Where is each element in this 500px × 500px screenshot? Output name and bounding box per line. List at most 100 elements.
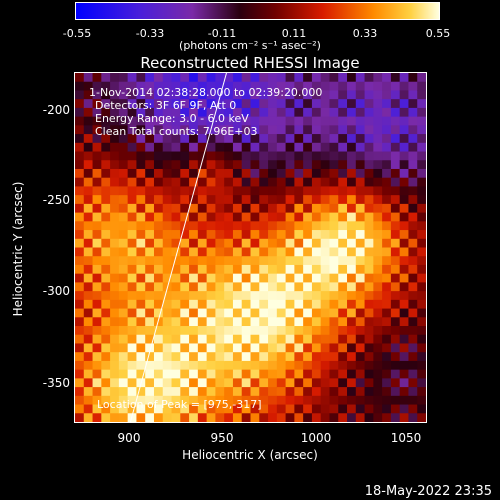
heatmap-cell — [250, 247, 260, 257]
heatmap-cell — [75, 107, 85, 118]
heatmap-cell — [241, 273, 252, 283]
heatmap-cell — [197, 99, 208, 109]
heatmap-cell — [347, 256, 357, 266]
heatmap-cell — [153, 326, 164, 336]
heatmap-cell — [285, 378, 295, 388]
heatmap-cell — [92, 378, 102, 388]
heatmap-cell — [417, 273, 426, 283]
heatmap-cell — [399, 369, 410, 379]
heatmap-cell — [145, 308, 155, 318]
heatmap-cell — [399, 168, 410, 179]
heatmap-cell — [101, 264, 111, 275]
heatmap-cell — [329, 212, 339, 222]
heatmap-cell — [206, 308, 217, 318]
heatmap-cell — [373, 142, 383, 153]
heatmap-cell — [408, 99, 418, 109]
heatmap-cell — [118, 212, 129, 222]
heatmap-cell — [75, 212, 85, 222]
heatmap-cell — [241, 247, 252, 257]
heatmap-cell — [355, 317, 366, 327]
heatmap-cell — [75, 99, 85, 109]
heatmap-cell — [382, 125, 392, 135]
heatmap-cell — [259, 317, 269, 327]
heatmap-cell — [320, 291, 331, 301]
heatmap-cell — [189, 81, 199, 92]
heatmap-cell — [417, 238, 426, 249]
heatmap-cell — [83, 230, 94, 240]
heatmap-cell — [136, 203, 146, 214]
heatmap-cell — [180, 168, 190, 179]
heatmap-cell — [268, 413, 278, 422]
heatmap-cell — [417, 168, 426, 179]
heatmap-cell — [364, 90, 374, 100]
heatmap-cell — [382, 404, 392, 414]
heatmap-cell — [364, 352, 374, 362]
heatmap-cell — [145, 238, 155, 249]
heatmap-cell — [101, 212, 111, 222]
heatmap-cell — [408, 291, 418, 301]
heatmap-cell — [303, 142, 313, 153]
heatmap-cell — [338, 116, 348, 126]
heatmap-cell — [294, 212, 304, 222]
heatmap-cell — [162, 134, 173, 144]
heatmap-cell — [276, 256, 287, 266]
heatmap-cell — [127, 151, 138, 161]
x-axis-label: Heliocentric X (arcsec) — [182, 448, 318, 462]
heatmap-cell — [338, 378, 348, 388]
heatmap-cell — [276, 247, 287, 257]
heatmap-cell — [399, 90, 410, 100]
heatmap-cell — [206, 413, 217, 422]
heatmap-cell — [355, 195, 366, 205]
heatmap-cell — [294, 395, 304, 406]
heatmap-cell — [390, 81, 401, 92]
heatmap-cell — [180, 221, 190, 231]
heatmap-cell — [171, 168, 181, 179]
heatmap-cell — [206, 282, 217, 292]
heatmap-cell — [259, 413, 269, 422]
heatmap-cell — [320, 317, 331, 327]
heatmap-cell — [399, 212, 410, 222]
heatmap-cell — [110, 256, 120, 266]
heatmap-cell — [180, 378, 190, 388]
heatmap-cell — [311, 404, 322, 414]
heatmap-cell — [136, 195, 146, 205]
heatmap-cell — [329, 142, 339, 153]
y-tick-label: -350 — [42, 376, 70, 390]
heatmap-cell — [206, 90, 217, 100]
heatmap-cell — [276, 142, 287, 153]
heatmap-cell — [250, 195, 260, 205]
heatmap-cell — [320, 247, 331, 257]
heatmap-cell — [347, 326, 357, 336]
heatmap-cell — [338, 404, 348, 414]
heatmap-cell — [136, 334, 146, 345]
heatmap-cell — [153, 352, 164, 362]
heatmap-cell — [408, 326, 418, 336]
heatmap-cell — [329, 387, 339, 397]
heatmap-cell — [241, 142, 252, 153]
heatmap-cell — [311, 142, 322, 153]
heatmap-cell — [83, 177, 94, 188]
heatmap-cell — [329, 107, 339, 118]
heatmap-cell — [75, 256, 85, 266]
heatmap-cell — [127, 125, 138, 135]
heatmap-cell — [390, 352, 401, 362]
heatmap-cell — [145, 291, 155, 301]
heatmap-cell — [355, 282, 366, 292]
heatmap-cell — [101, 142, 111, 153]
heatmap-cell — [364, 256, 374, 266]
heatmap-cell — [75, 168, 85, 179]
heatmap-cell — [232, 291, 243, 301]
heatmap-cell — [206, 134, 217, 144]
heatmap-cell — [197, 212, 208, 222]
heatmap-cell — [417, 203, 426, 214]
heatmap-cell — [145, 273, 155, 283]
heatmap-cell — [259, 90, 269, 100]
heatmap-cell — [92, 264, 102, 275]
heatmap-cell — [382, 291, 392, 301]
heatmap-cell — [110, 125, 120, 135]
heatmap-cell — [110, 343, 120, 353]
heatmap-cell — [232, 168, 243, 179]
heatmap-cell — [250, 134, 260, 144]
heatmap-cell — [311, 90, 322, 100]
heatmap-cell — [189, 282, 199, 292]
